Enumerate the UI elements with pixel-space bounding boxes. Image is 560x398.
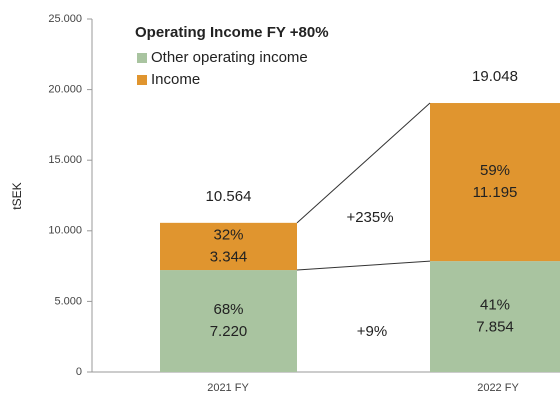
value-label: 3.344 bbox=[210, 248, 248, 265]
connector bbox=[296, 260, 431, 271]
y-tick-label: 25.000 bbox=[48, 13, 82, 25]
total-label: 19.048 bbox=[472, 68, 518, 85]
x-tick-label: 2022 FY bbox=[477, 382, 519, 394]
chart-title: Operating Income FY +80% bbox=[135, 24, 329, 41]
total-label: 10.564 bbox=[206, 188, 252, 205]
legend-label: Income bbox=[151, 71, 200, 88]
x-tick-label: 2021 FY bbox=[207, 382, 249, 394]
annotation: +9% bbox=[357, 323, 387, 340]
percent-label: 68% bbox=[213, 301, 243, 318]
value-label: 7.854 bbox=[476, 319, 514, 336]
annotation: +235% bbox=[346, 209, 393, 226]
connector bbox=[296, 102, 431, 224]
value-label: 7.220 bbox=[210, 323, 248, 340]
y-tick-label: 20.000 bbox=[48, 84, 82, 96]
y-axis-label: tSEK bbox=[10, 182, 24, 209]
y-tick-label: 5.000 bbox=[54, 295, 82, 307]
percent-label: 32% bbox=[213, 226, 243, 243]
bar-segment bbox=[430, 103, 560, 262]
bar-segment bbox=[430, 261, 560, 372]
y-tick-label: 10.000 bbox=[48, 225, 82, 237]
percent-label: 59% bbox=[480, 162, 510, 179]
legend-swatch bbox=[137, 53, 147, 63]
bar-segment bbox=[160, 222, 297, 271]
legend-label: Other operating income bbox=[151, 49, 308, 66]
legend-swatch bbox=[137, 75, 147, 85]
y-tick-label: 15.000 bbox=[48, 154, 82, 166]
value-label: 11.195 bbox=[473, 184, 518, 201]
bar-segment bbox=[160, 270, 297, 372]
y-tick-label: 0 bbox=[76, 366, 82, 378]
percent-label: 41% bbox=[480, 297, 510, 314]
